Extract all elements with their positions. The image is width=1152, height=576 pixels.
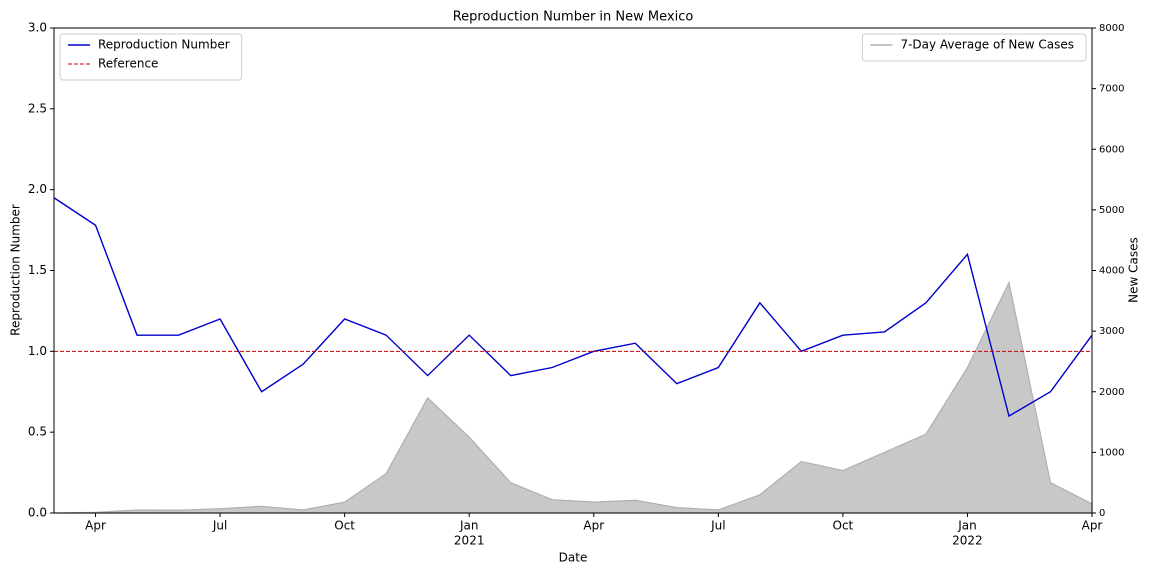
- y-tick-label: 2.5: [28, 101, 47, 115]
- legend: 7-Day Average of New Cases: [861, 33, 1087, 62]
- y-tick-label: 1.0: [28, 344, 47, 358]
- y-tick-label: 0.5: [28, 425, 47, 439]
- y2-tick-label: 7000: [1099, 84, 1124, 95]
- y2-axis-label: New Cases: [1127, 237, 1141, 303]
- chart-title: Reproduction Number in New Mexico: [453, 10, 694, 25]
- legend-box: [59, 33, 243, 81]
- x-tick-label: Apr: [1082, 519, 1103, 533]
- x-tick-year: 2021: [454, 534, 485, 548]
- y2-tick-label: 5000: [1099, 205, 1124, 216]
- area: [53, 280, 1093, 514]
- legend-box: [861, 33, 1087, 62]
- y-tick-label: 2.0: [28, 182, 47, 196]
- x-tick-label: Jan: [459, 519, 479, 533]
- y-tick-label: 1.5: [28, 263, 47, 277]
- legend-label: Reproduction Number: [98, 38, 230, 52]
- y-tick-label: 3.0: [28, 21, 47, 35]
- y2-tick-label: 2000: [1099, 387, 1124, 398]
- legend-label: 7-Day Average of New Cases: [900, 38, 1074, 52]
- x-tick-year: 2022: [952, 534, 983, 548]
- y-tick-label: 0.0: [28, 506, 47, 520]
- y-axis-label: Reproduction Number: [9, 204, 23, 336]
- legend-label: Reference: [98, 57, 158, 71]
- y2-tick-label: 6000: [1099, 144, 1124, 155]
- x-axis-label: Date: [559, 551, 588, 565]
- x-tick-label: Oct: [833, 519, 854, 533]
- x-tick-label: Apr: [85, 519, 106, 533]
- x-tick-label: Apr: [583, 519, 604, 533]
- x-tick-label: Jan: [957, 519, 977, 533]
- y2-tick-label: 4000: [1099, 266, 1124, 277]
- y2-tick-label: 1000: [1099, 447, 1124, 458]
- line: [53, 197, 1093, 418]
- y2-tick-label: 0: [1099, 508, 1105, 519]
- y2-tick-label: 8000: [1099, 23, 1124, 34]
- x-tick-label: Jul: [710, 519, 725, 533]
- legend: Reproduction Number Reference: [59, 33, 243, 81]
- x-tick-label: Jul: [212, 519, 227, 533]
- y2-tick-label: 3000: [1099, 326, 1124, 337]
- x-tick-label: Oct: [334, 519, 355, 533]
